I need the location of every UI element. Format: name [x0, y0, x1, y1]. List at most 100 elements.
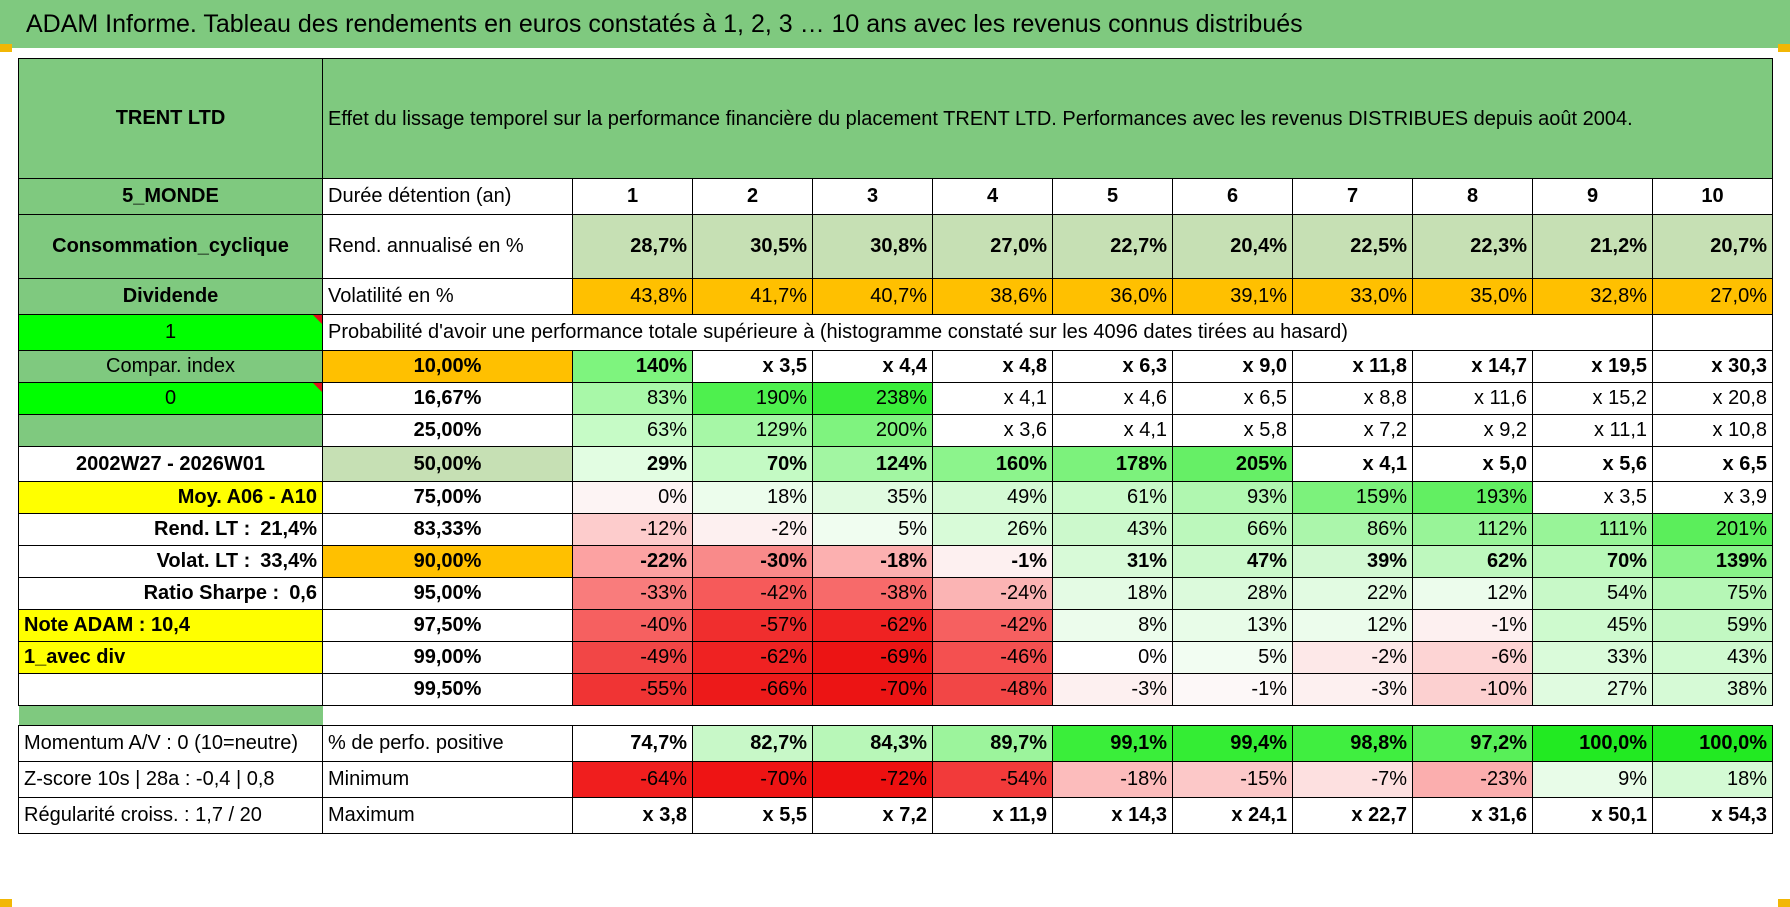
pos-cell-y9: 100,0%	[1532, 725, 1653, 762]
probability-value: x 6,3	[1052, 350, 1173, 383]
sector-label: Consommation_cyclique	[18, 214, 323, 279]
pos-cell-y4: 89,7%	[932, 725, 1053, 762]
probability-value: 61%	[1052, 481, 1173, 514]
probability-level: 97,50%	[322, 609, 573, 642]
min-cell-y2: -70%	[692, 761, 813, 798]
probability-level: 16,67%	[322, 382, 573, 415]
probability-value: x 4,6	[1052, 382, 1173, 415]
probability-value: x 4,8	[932, 350, 1053, 383]
probability-value: 59%	[1651, 609, 1774, 642]
min-cell-y3: -72%	[812, 761, 933, 798]
probability-value: 190%	[692, 382, 813, 415]
probability-value: x 19,5	[1532, 350, 1653, 383]
probability-value: 75%	[1651, 577, 1774, 610]
probability-value: x 9,0	[1172, 350, 1293, 383]
probability-value: -42%	[932, 609, 1053, 642]
rend-cell-y1: 28,7%	[572, 214, 693, 279]
sharpe: Ratio Sharpe : 0,6	[18, 577, 323, 610]
minimum-label: Minimum	[322, 761, 573, 798]
vol-cell-y8: 35,0%	[1412, 278, 1533, 315]
min-cell-y1: -64%	[572, 761, 693, 798]
probability-value: x 5,0	[1412, 446, 1533, 482]
rend-lt: Rend. LT : 21,4%	[18, 513, 323, 546]
empty-cell	[1651, 314, 1774, 351]
max-cell-y10: x 54,3	[1651, 797, 1774, 834]
years-cell-y7: 7	[1292, 178, 1413, 215]
probability-value: 193%	[1412, 481, 1533, 514]
min-cell-y7: -7%	[1292, 761, 1413, 798]
note-adam: Note ADAM : 10,4	[18, 609, 323, 642]
vol-cell-y7: 33,0%	[1292, 278, 1413, 315]
years-cell-y10: 10	[1651, 178, 1774, 215]
probability-value: -2%	[1292, 641, 1413, 674]
probability-value: x 3,5	[692, 350, 813, 383]
probability-value: 43%	[1651, 641, 1774, 674]
rend-lt-label: Rend. LT :	[154, 518, 251, 540]
probability-value: x 7,2	[1292, 414, 1413, 447]
probability-value: 238%	[812, 382, 933, 415]
probability-value: x 8,8	[1292, 382, 1413, 415]
probability-level: 90,00%	[322, 545, 573, 578]
pos-cell-y2: 82,7%	[692, 725, 813, 762]
years-cell-y9: 9	[1532, 178, 1653, 215]
asset-name: TRENT LTD	[18, 58, 323, 179]
probability-value: x 15,2	[1532, 382, 1653, 415]
duration-label: Durée détention (an)	[322, 178, 573, 215]
probability-value: -10%	[1412, 673, 1533, 706]
probability-value: 63%	[572, 414, 693, 447]
probability-value: 12%	[1292, 609, 1413, 642]
probability-value: 200%	[812, 414, 933, 447]
probability-value: 27%	[1532, 673, 1653, 706]
sharpe-value: 0,6	[289, 582, 317, 604]
rend-cell-y3: 30,8%	[812, 214, 933, 279]
probability-value: x 5,8	[1172, 414, 1293, 447]
probability-value: 22%	[1292, 577, 1413, 610]
flag-one: 1	[18, 314, 323, 351]
max-cell-y4: x 11,9	[932, 797, 1053, 834]
pos-cell-y8: 97,2%	[1412, 725, 1533, 762]
years-cell-y5: 5	[1052, 178, 1173, 215]
rend-cell-y5: 22,7%	[1052, 214, 1173, 279]
probability-level: 25,00%	[322, 414, 573, 447]
probability-value: 5%	[1172, 641, 1293, 674]
min-cell-y6: -15%	[1172, 761, 1293, 798]
probability-value: 112%	[1412, 513, 1533, 546]
probability-value: 12%	[1412, 577, 1533, 610]
pos-cell-y1: 74,7%	[572, 725, 693, 762]
probability-value: 5%	[812, 513, 933, 546]
rend-cell-y2: 30,5%	[692, 214, 813, 279]
probability-value: 18%	[1052, 577, 1173, 610]
rend-cell-y4: 27,0%	[932, 214, 1053, 279]
probability-level: 50,00%	[322, 446, 573, 482]
vol-cell-y3: 40,7%	[812, 278, 933, 315]
sharpe-label: Ratio Sharpe :	[143, 582, 280, 604]
probability-value: 70%	[692, 446, 813, 482]
probability-value: x 11,8	[1292, 350, 1413, 383]
probability-value: 86%	[1292, 513, 1413, 546]
rend-cell-y9: 21,2%	[1532, 214, 1653, 279]
corner-marker-tr	[1778, 44, 1790, 52]
probability-value: 45%	[1532, 609, 1653, 642]
probability-value: x 3,5	[1532, 481, 1653, 514]
probability-value: x 4,1	[1292, 446, 1413, 482]
vol-cell-y10: 27,0%	[1651, 278, 1774, 315]
pos-cell-y3: 84,3%	[812, 725, 933, 762]
min-cell-y4: -54%	[932, 761, 1053, 798]
max-cell-y7: x 22,7	[1292, 797, 1413, 834]
probability-value: -3%	[1052, 673, 1173, 706]
probability-value: x 4,1	[1052, 414, 1173, 447]
avec-div: 1_avec div	[18, 641, 323, 674]
probability-value: 39%	[1292, 545, 1413, 578]
pos-cell-y5: 99,1%	[1052, 725, 1173, 762]
probability-value: x 6,5	[1651, 446, 1774, 482]
pos-cell-y10: 100,0%	[1651, 725, 1774, 762]
vol-cell-y4: 38,6%	[932, 278, 1053, 315]
probability-value: x 3,9	[1651, 481, 1774, 514]
probability-value: -1%	[1412, 609, 1533, 642]
probability-value: -57%	[692, 609, 813, 642]
probability-value: 129%	[692, 414, 813, 447]
vol-cell-y1: 43,8%	[572, 278, 693, 315]
max-cell-y2: x 5,5	[692, 797, 813, 834]
probability-value: -46%	[932, 641, 1053, 674]
probability-value: 0%	[572, 481, 693, 514]
